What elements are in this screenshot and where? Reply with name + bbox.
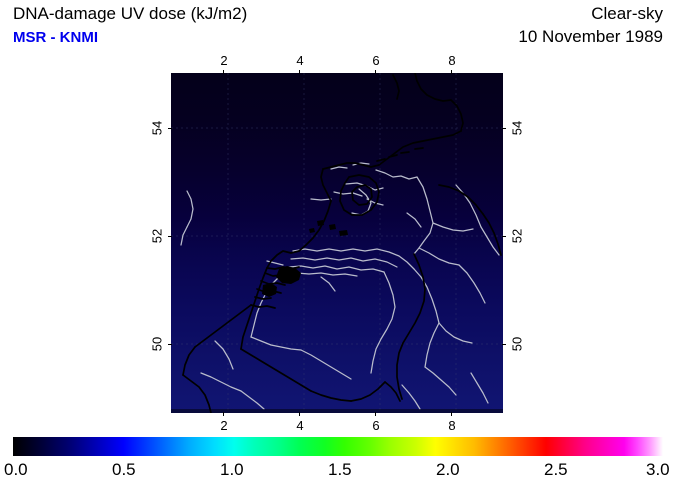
lon-label-top-6: 6 <box>372 53 380 68</box>
tick-right-3 <box>502 344 506 345</box>
lat-label-right-54: 54 <box>509 120 525 136</box>
tick-top-1 <box>223 70 224 74</box>
lat-label-right-52: 52 <box>509 228 525 244</box>
colorbar-tick-5: 2.5 <box>544 460 568 479</box>
map-data-field <box>171 73 503 413</box>
tick-left-2 <box>168 236 172 237</box>
colorbar-tick-1: 0.5 <box>112 460 136 479</box>
map-vector-overlay <box>171 73 503 413</box>
condition-label: Clear-sky <box>591 4 663 23</box>
colorbar-tick-4: 2.0 <box>436 460 460 479</box>
graticule-lines <box>171 73 503 413</box>
lat-label-right-50: 50 <box>509 336 525 352</box>
lon-label-bottom-6: 6 <box>372 418 380 433</box>
colorbar-tick-6: 3.0 <box>646 460 670 479</box>
page-title: DNA-damage UV dose (kJ/m2) <box>13 4 248 23</box>
lon-label-bottom-8: 8 <box>448 418 456 433</box>
map-panel: 2 4 6 8 2 4 6 8 54 52 50 54 52 50 <box>150 54 525 432</box>
lon-label-top-8: 8 <box>448 53 456 68</box>
colorbar-group: 0.0 0.5 1.0 1.5 2.0 2.5 3.0 <box>4 437 670 479</box>
tick-left-3 <box>168 344 172 345</box>
tick-bottom-2 <box>299 412 300 416</box>
date-label: 10 November 1989 <box>518 27 663 46</box>
tick-bottom-3 <box>375 412 376 416</box>
tick-right-1 <box>502 128 506 129</box>
tick-bottom-4 <box>451 412 452 416</box>
lat-label-left-54: 54 <box>149 120 165 136</box>
tick-right-2 <box>502 236 506 237</box>
tick-top-2 <box>299 70 300 74</box>
colorbar-tick-3: 1.5 <box>328 460 352 479</box>
tick-top-3 <box>375 70 376 74</box>
colorbar-tick-2: 1.0 <box>220 460 244 479</box>
header: DNA-damage UV dose (kJ/m2) MSR - KNMI Cl… <box>0 0 676 56</box>
colorbar-gradient <box>13 437 663 456</box>
lon-label-top-4: 4 <box>296 53 304 68</box>
tick-top-4 <box>451 70 452 74</box>
lat-label-left-52: 52 <box>149 228 165 244</box>
bottom-dark-band <box>171 409 503 413</box>
map-frame <box>168 70 506 416</box>
colorbar-tick-0: 0.0 <box>4 460 28 479</box>
lon-label-bottom-4: 4 <box>296 418 304 433</box>
lon-label-bottom-2: 2 <box>220 418 228 433</box>
lon-label-top-2: 2 <box>220 53 228 68</box>
tick-bottom-1 <box>223 412 224 416</box>
lat-label-left-50: 50 <box>149 336 165 352</box>
coastline <box>182 73 502 413</box>
tick-left-1 <box>168 128 172 129</box>
source-label: MSR - KNMI <box>13 29 98 46</box>
